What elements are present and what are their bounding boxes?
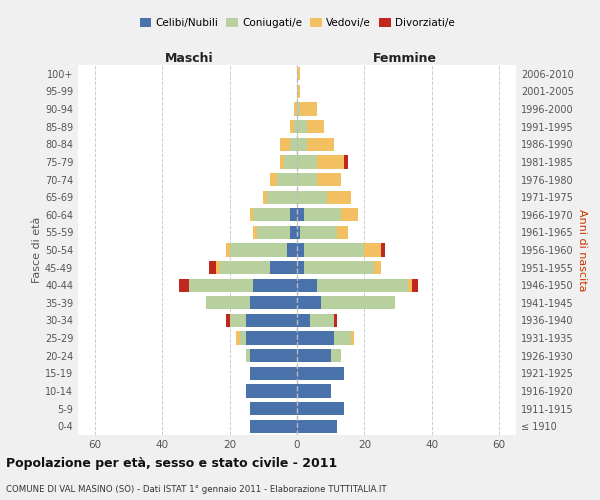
Bar	[297, 85, 301, 98]
Bar	[250, 420, 297, 433]
Bar	[250, 208, 253, 222]
Bar	[206, 296, 250, 310]
Text: Maschi: Maschi	[165, 52, 214, 65]
Bar	[220, 261, 270, 274]
Bar	[304, 208, 341, 222]
Bar	[257, 226, 290, 239]
Bar	[230, 314, 247, 327]
Text: COMUNE DI VAL MASINO (SO) - Dati ISTAT 1° gennaio 2011 - Elaborazione TUTTITALIA: COMUNE DI VAL MASINO (SO) - Dati ISTAT 1…	[6, 485, 386, 494]
Bar	[253, 208, 290, 222]
Y-axis label: Anni di nascita: Anni di nascita	[577, 209, 587, 291]
Bar	[287, 244, 297, 256]
Bar	[297, 226, 301, 239]
Bar	[297, 120, 307, 134]
Bar	[297, 420, 337, 433]
Bar	[301, 226, 337, 239]
Bar	[304, 244, 364, 256]
Bar	[297, 278, 317, 292]
Bar	[216, 261, 220, 274]
Bar	[189, 278, 253, 292]
Bar	[297, 402, 344, 415]
Bar	[412, 278, 418, 292]
Bar	[320, 296, 395, 310]
Bar	[290, 120, 293, 134]
Bar	[290, 226, 297, 239]
Bar	[297, 332, 334, 344]
Bar	[277, 173, 297, 186]
Bar	[250, 349, 297, 362]
Bar	[297, 208, 304, 222]
Bar	[253, 278, 297, 292]
Bar	[266, 190, 297, 204]
Bar	[297, 244, 304, 256]
Bar	[226, 244, 230, 256]
Bar	[293, 120, 297, 134]
Bar	[297, 138, 307, 151]
Bar	[297, 173, 317, 186]
Y-axis label: Fasce di età: Fasce di età	[32, 217, 42, 283]
Bar	[297, 296, 320, 310]
Bar	[297, 67, 301, 80]
Bar	[247, 349, 250, 362]
Bar	[240, 332, 247, 344]
Bar	[226, 314, 230, 327]
Bar	[297, 261, 304, 274]
Legend: Celibi/Nubili, Coniugati/e, Vedovi/e, Divorziati/e: Celibi/Nubili, Coniugati/e, Vedovi/e, Di…	[140, 18, 454, 28]
Bar	[317, 156, 344, 168]
Bar	[250, 402, 297, 415]
Text: Popolazione per età, sesso e stato civile - 2011: Popolazione per età, sesso e stato civil…	[6, 458, 337, 470]
Bar	[304, 261, 374, 274]
Bar	[331, 349, 341, 362]
Bar	[250, 296, 297, 310]
Bar	[297, 366, 344, 380]
Bar	[307, 120, 324, 134]
Bar	[317, 173, 341, 186]
Bar	[284, 156, 297, 168]
Bar	[179, 278, 189, 292]
Bar	[297, 384, 331, 398]
Bar	[317, 278, 408, 292]
Bar	[328, 190, 351, 204]
Bar	[253, 226, 257, 239]
Bar	[250, 366, 297, 380]
Bar	[337, 226, 347, 239]
Bar	[307, 138, 334, 151]
Bar	[344, 156, 347, 168]
Bar	[297, 102, 301, 116]
Bar	[270, 173, 277, 186]
Bar	[290, 208, 297, 222]
Bar	[301, 102, 317, 116]
Bar	[247, 314, 297, 327]
Bar	[280, 138, 290, 151]
Bar	[351, 332, 354, 344]
Bar	[297, 190, 328, 204]
Bar	[236, 332, 240, 344]
Bar	[280, 156, 284, 168]
Bar	[341, 208, 358, 222]
Bar	[290, 138, 297, 151]
Bar	[230, 244, 287, 256]
Bar	[374, 261, 381, 274]
Bar	[297, 156, 317, 168]
Bar	[334, 314, 337, 327]
Bar	[247, 384, 297, 398]
Bar	[293, 102, 297, 116]
Bar	[263, 190, 266, 204]
Bar	[381, 244, 385, 256]
Bar	[310, 314, 334, 327]
Bar	[297, 314, 310, 327]
Bar	[247, 332, 297, 344]
Text: Femmine: Femmine	[373, 52, 437, 65]
Bar	[334, 332, 351, 344]
Bar	[364, 244, 381, 256]
Bar	[270, 261, 297, 274]
Bar	[408, 278, 412, 292]
Bar	[297, 349, 331, 362]
Bar	[209, 261, 216, 274]
